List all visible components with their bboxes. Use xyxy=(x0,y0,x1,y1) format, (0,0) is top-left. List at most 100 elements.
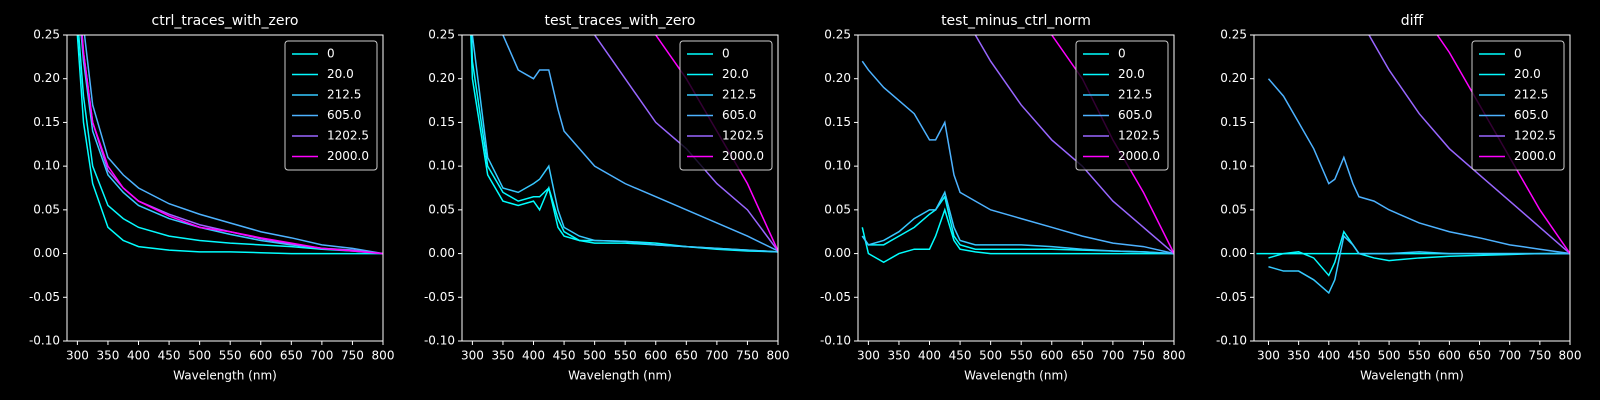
x-tick-label: 350 xyxy=(887,349,910,363)
data-line xyxy=(77,35,383,255)
x-tick-label: 700 xyxy=(310,349,333,363)
x-tick-label: 350 xyxy=(491,349,514,363)
x-tick-label: 750 xyxy=(736,349,759,363)
legend-label: 212.5 xyxy=(327,88,361,102)
x-axis-label: Wavelength (nm) xyxy=(173,369,277,383)
y-tick-label: 0.25 xyxy=(1220,28,1247,42)
legend-label: 20.0 xyxy=(722,67,749,81)
y-tick-label: 0.00 xyxy=(1220,246,1247,260)
x-tick-label: 500 xyxy=(583,349,606,363)
axes-frame xyxy=(1253,34,1571,342)
y-tick-label: -0.10 xyxy=(424,334,455,348)
legend-box xyxy=(1075,40,1169,171)
x-tick-label: 400 xyxy=(127,349,150,363)
x-tick-label: 800 xyxy=(1559,349,1582,363)
x-tick-label: 450 xyxy=(949,349,972,363)
chart-title: diff xyxy=(1401,13,1424,29)
y-tick-label: 0.00 xyxy=(824,246,851,260)
x-tick-label: 300 xyxy=(66,349,89,363)
data-line xyxy=(1368,35,1570,255)
legend-label: 1202.5 xyxy=(327,129,369,143)
x-tick-label: 550 xyxy=(219,349,242,363)
x-tick-label: 800 xyxy=(372,349,395,363)
y-tick-label: 0.25 xyxy=(33,28,60,42)
x-tick-label: 650 xyxy=(280,349,303,363)
x-tick-label: 750 xyxy=(1528,349,1551,363)
y-tick-label: -0.10 xyxy=(1216,334,1247,348)
y-tick-label: 0.15 xyxy=(33,115,60,129)
legend-label: 0 xyxy=(1118,47,1126,61)
legend-label: 605.0 xyxy=(1514,108,1548,122)
legend-label: 1202.5 xyxy=(722,129,764,143)
x-tick-label: 750 xyxy=(341,349,364,363)
x-tick-label: 400 xyxy=(918,349,941,363)
subplot: diff Wavelength (nm) 300 350 400 450 500 550 600… xyxy=(1216,13,1582,383)
data-line xyxy=(974,35,1174,255)
x-tick-label: 550 xyxy=(1408,349,1431,363)
data-line xyxy=(81,35,383,255)
x-tick-label: 600 xyxy=(249,349,272,363)
y-tick-label: 0.00 xyxy=(33,246,60,260)
x-tick-label: 350 xyxy=(96,349,119,363)
y-tick-label: 0.20 xyxy=(33,71,60,85)
legend-label: 1202.5 xyxy=(1118,129,1160,143)
legend-box xyxy=(284,40,378,171)
x-tick-label: 450 xyxy=(553,349,576,363)
y-tick-label: 0.25 xyxy=(428,28,455,42)
x-tick-label: 700 xyxy=(705,349,728,363)
legend-box xyxy=(1471,40,1565,171)
x-tick-label: 400 xyxy=(522,349,545,363)
x-tick-label: 600 xyxy=(1040,349,1063,363)
y-tick-label: 0.00 xyxy=(428,246,455,260)
data-line xyxy=(76,35,383,255)
x-tick-label: 450 xyxy=(1347,349,1370,363)
y-tick-label: 0.15 xyxy=(428,115,455,129)
data-line xyxy=(861,207,1174,264)
legend-label: 0 xyxy=(722,47,730,61)
axes-frame xyxy=(857,34,1175,342)
x-tick-label: 300 xyxy=(857,349,880,363)
data-line xyxy=(83,35,383,255)
x-tick-label: 500 xyxy=(1378,349,1401,363)
x-tick-label: 800 xyxy=(1163,349,1186,363)
y-tick-label: -0.05 xyxy=(424,290,455,304)
y-tick-label: 0.25 xyxy=(824,28,851,42)
x-tick-label: 600 xyxy=(1438,349,1461,363)
x-tick-label: 600 xyxy=(644,349,667,363)
x-tick-label: 550 xyxy=(614,349,637,363)
x-axis-label: Wavelength (nm) xyxy=(568,369,672,383)
chart-title: ctrl_traces_with_zero xyxy=(152,13,299,29)
legend-label: 212.5 xyxy=(1514,88,1548,102)
x-tick-label: 650 xyxy=(1071,349,1094,363)
x-tick-label: 650 xyxy=(1468,349,1491,363)
chart-title: test_traces_with_zero xyxy=(545,13,696,29)
legend-label: 212.5 xyxy=(1118,88,1152,102)
x-tick-label: 500 xyxy=(188,349,211,363)
legend-label: 20.0 xyxy=(327,67,354,81)
x-tick-label: 300 xyxy=(1257,349,1280,363)
y-tick-label: 0.10 xyxy=(33,159,60,173)
y-tick-label: -0.05 xyxy=(1216,290,1247,304)
legend-label: 605.0 xyxy=(1118,108,1152,122)
legend-label: 605.0 xyxy=(327,108,361,122)
legend-label: 0 xyxy=(1514,47,1522,61)
data-line xyxy=(502,35,778,252)
y-tick-label: 0.15 xyxy=(1220,115,1247,129)
y-tick-label: 0.05 xyxy=(33,202,60,216)
x-tick-label: 450 xyxy=(158,349,181,363)
y-tick-label: 0.20 xyxy=(1220,71,1247,85)
subplot: ctrl_traces_with_zero Wavelength (nm) 300 3… xyxy=(29,13,395,383)
plot-area xyxy=(76,35,383,255)
x-tick-label: 750 xyxy=(1132,349,1155,363)
data-line xyxy=(861,60,1174,255)
x-tick-label: 700 xyxy=(1101,349,1124,363)
legend-label: 2000.0 xyxy=(327,149,369,163)
legend-label: 20.0 xyxy=(1118,67,1145,81)
data-line xyxy=(1267,78,1570,255)
legend-label: 605.0 xyxy=(722,108,756,122)
legend-label: 2000.0 xyxy=(1118,149,1160,163)
legend-label: 2000.0 xyxy=(1514,149,1556,163)
y-tick-label: 0.05 xyxy=(824,202,851,216)
